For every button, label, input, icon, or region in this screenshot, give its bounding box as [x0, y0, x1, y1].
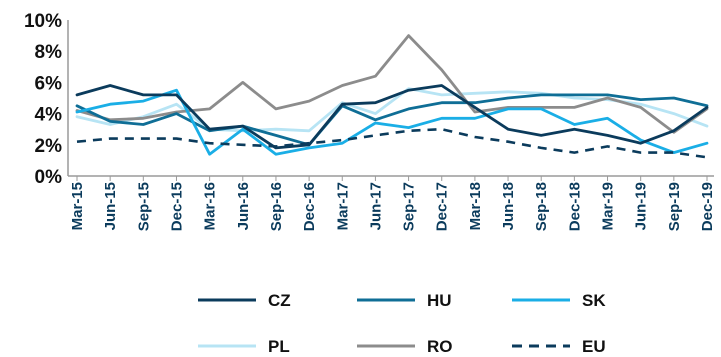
x-tick-label: Dec-17: [434, 182, 451, 231]
series-line-cz: [75, 84, 709, 150]
x-tick-label: Sep-16: [268, 182, 285, 231]
x-tick-label: Mar-17: [334, 182, 351, 230]
x-tick-label: Dec-18: [566, 182, 583, 231]
x-tick-label: Dec-16: [301, 182, 318, 231]
legend-item-sk: SK: [512, 291, 606, 310]
legend-label: PL: [268, 337, 290, 356]
x-tick-label: Jun-17: [367, 182, 384, 230]
x-tick-label: Mar-19: [600, 182, 617, 230]
legend: CZ HU SK PL RO EU: [198, 291, 606, 356]
y-tick-label: 4%: [35, 105, 63, 126]
x-tick-label: Mar-18: [467, 182, 484, 230]
series-line-eu: [76, 127, 708, 159]
x-tick-label: Sep-19: [666, 182, 683, 231]
x-tick-label: Jun-19: [633, 182, 650, 230]
legend-label: SK: [582, 291, 606, 310]
x-tick-label: Jun-15: [102, 182, 119, 230]
legend-label: HU: [427, 291, 452, 310]
y-axis-ticks: 0% 2% 4% 6% 8% 10%: [24, 11, 62, 188]
x-axis-ticks: Mar-15 Jun-15 Sep-15 Dec-15 Mar-16 Jun-16 Sep-…: [69, 176, 716, 231]
x-tick-label: Mar-15: [69, 182, 86, 230]
x-tick-label: Sep-17: [401, 182, 418, 231]
x-tick-label: Jun-18: [500, 182, 517, 230]
x-tick-label: Sep-15: [135, 182, 152, 231]
y-tick-label: 2%: [35, 136, 63, 157]
legend-label: RO: [427, 337, 453, 356]
legend-item-ro: RO: [357, 337, 453, 356]
x-tick-label: Mar-16: [202, 182, 219, 230]
legend-item-hu: HU: [357, 291, 452, 310]
x-tick-label: Jun-16: [235, 182, 252, 230]
x-tick-label: Dec-19: [699, 182, 716, 231]
legend-label: EU: [582, 337, 606, 356]
y-tick-label: 8%: [35, 42, 63, 63]
legend-label: CZ: [268, 291, 291, 310]
y-tick-label: 10%: [24, 11, 62, 32]
plot-area: 0%2%4%6%8%10% Mar-15 Jun-15 Sep-15 Dec-15 Ma…: [24, 11, 716, 231]
y-tick-label: 0%: [35, 167, 63, 188]
series-line-ro: [75, 34, 709, 134]
series-line-hu: [75, 93, 709, 147]
x-tick-label: Sep-18: [533, 182, 550, 231]
legend-item-cz: CZ: [198, 291, 291, 310]
legend-item-eu: EU: [512, 337, 606, 356]
series-lines: [75, 34, 709, 159]
x-tick-label: Dec-15: [168, 182, 185, 231]
y-tick-label: 6%: [35, 73, 63, 94]
legend-item-pl: PL: [198, 337, 290, 356]
